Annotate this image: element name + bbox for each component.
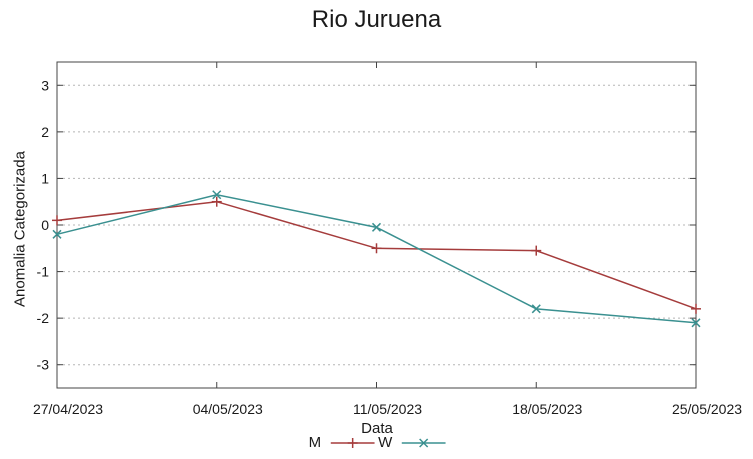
y-tick-label: 3 — [41, 77, 49, 93]
y-tick-label: -2 — [37, 310, 50, 326]
series-line-W — [56, 193, 697, 324]
chart-title: Rio Juruena — [311, 6, 442, 33]
x-tick-label: 18/05/2023 — [512, 401, 582, 417]
x-tick-label: 27/04/2023 — [33, 401, 103, 417]
x-axis-label: Data — [361, 420, 393, 437]
series-line-M — [56, 200, 697, 310]
series-W-marker — [52, 229, 62, 239]
y-tick-label: -3 — [37, 357, 50, 373]
legend-swatch-W — [401, 437, 446, 448]
legend-item-W: W — [378, 434, 446, 451]
legend-item-M: M — [309, 435, 375, 450]
legend-label: M — [308, 434, 322, 451]
x-tick-label: 11/05/2023 — [353, 401, 422, 417]
x-tick-label: 04/05/2023 — [193, 401, 263, 417]
x-tick-label: 25/05/2023 — [672, 401, 742, 417]
series-W-marker — [212, 190, 222, 200]
series-W-marker — [371, 222, 382, 232]
y-tick-label: -1 — [37, 264, 50, 280]
y-tick-label: 1 — [41, 170, 49, 186]
legend-label: W — [378, 434, 393, 451]
y-tick-label: 0 — [41, 217, 49, 233]
series-W-marker — [531, 304, 541, 314]
y-tick-label: 2 — [41, 124, 49, 140]
legend-swatch-M — [330, 437, 375, 448]
plot-border — [56, 61, 697, 389]
series-W-marker — [691, 318, 701, 328]
